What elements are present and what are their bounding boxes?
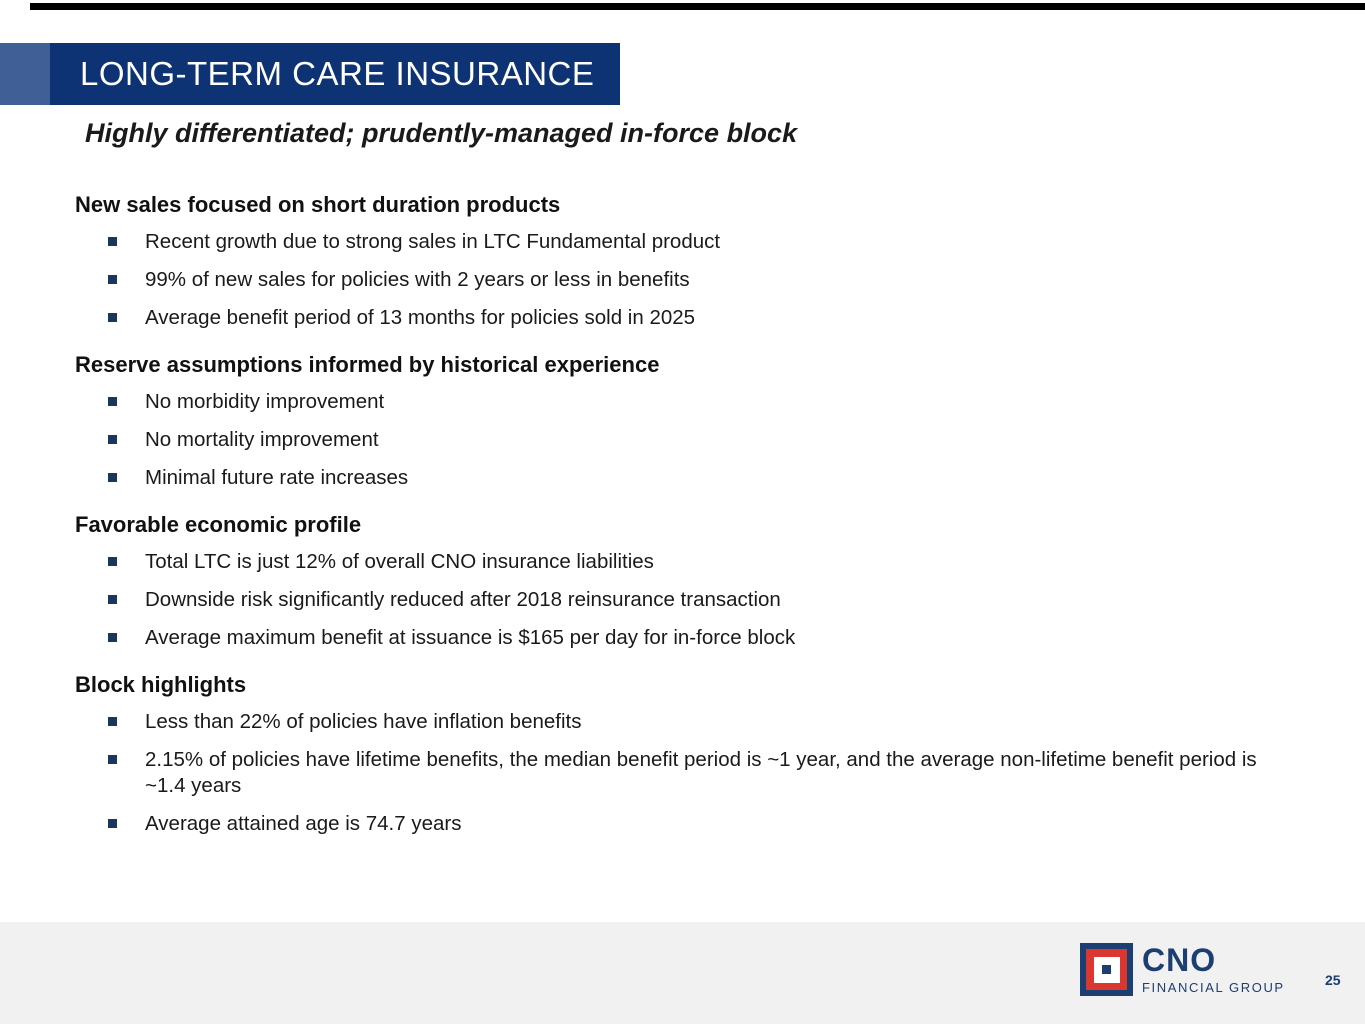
bullet-list: Recent growth due to strong sales in LTC… [75, 229, 1285, 331]
slide-subtitle: Highly differentiated; prudently-managed… [85, 118, 798, 148]
section-new-sales: New sales focused on short duration prod… [75, 192, 1285, 331]
bullet-text: Recent growth due to strong sales in LTC… [145, 230, 721, 253]
slide-footer: CNO FINANCIAL GROUP 25 [0, 922, 1365, 1024]
bullet-list: Total LTC is just 12% of overall CNO ins… [75, 549, 1285, 651]
logo-subtext: FINANCIAL GROUP [1142, 980, 1285, 995]
section-heading: New sales focused on short duration prod… [75, 192, 561, 217]
bullet-item: Total LTC is just 12% of overall CNO ins… [75, 549, 1285, 575]
section-heading: Favorable economic profile [75, 512, 362, 537]
square-bullet-icon [108, 397, 117, 406]
page-number: 25 [1325, 972, 1341, 988]
bullet-item: Average attained age is 74.7 years [75, 811, 1285, 837]
section-reserve-assumptions: Reserve assumptions informed by historic… [75, 352, 1285, 491]
title-banner: LONG-TERM CARE INSURANCE [0, 43, 660, 105]
bullet-item: No mortality improvement [75, 427, 1285, 453]
bullet-list: No morbidity improvement No mortality im… [75, 389, 1285, 491]
section-heading: Block highlights [75, 672, 247, 697]
square-bullet-icon [108, 237, 117, 246]
bullet-text: Average attained age is 74.7 years [145, 812, 462, 835]
bullet-item: 2.15% of policies have lifetime benefits… [75, 747, 1285, 799]
bullet-text: Less than 22% of policies have inflation… [145, 710, 582, 733]
bullet-text: Average maximum benefit at issuance is $… [145, 626, 796, 649]
bullet-item: Recent growth due to strong sales in LTC… [75, 229, 1285, 255]
square-bullet-icon [108, 275, 117, 284]
section-economic-profile: Favorable economic profile Total LTC is … [75, 512, 1285, 651]
section-heading: Reserve assumptions informed by historic… [75, 352, 660, 377]
bullet-text: Average benefit period of 13 months for … [145, 306, 696, 329]
bullet-text: No morbidity improvement [145, 390, 385, 413]
bullet-text: No mortality improvement [145, 428, 379, 451]
banner-accent-square [0, 43, 50, 105]
bullet-item: Downside risk significantly reduced afte… [75, 587, 1285, 613]
section-block-highlights: Block highlights Less than 22% of polici… [75, 672, 1285, 837]
cno-logo: CNO FINANCIAL GROUP [1080, 943, 1285, 996]
bullet-text: Minimal future rate increases [145, 466, 409, 489]
square-bullet-icon [108, 557, 117, 566]
square-bullet-icon [108, 717, 117, 726]
cno-logo-mark [1080, 943, 1133, 996]
square-bullet-icon [108, 473, 117, 482]
bullet-text: Downside risk significantly reduced afte… [145, 588, 781, 611]
slide-title: LONG-TERM CARE INSURANCE [80, 55, 595, 92]
square-bullet-icon [108, 435, 117, 444]
square-bullet-icon [108, 819, 117, 828]
square-bullet-icon [108, 595, 117, 604]
bullet-item: Average benefit period of 13 months for … [75, 305, 1285, 331]
banner-background: LONG-TERM CARE INSURANCE [50, 43, 620, 105]
bullet-item: 99% of new sales for policies with 2 yea… [75, 267, 1285, 293]
logo-name: CNO [1142, 942, 1217, 978]
bullet-text: 2.15% of policies have lifetime benefits… [145, 748, 1257, 797]
bullet-item: Average maximum benefit at issuance is $… [75, 625, 1285, 651]
square-bullet-icon [108, 755, 117, 764]
bullet-item: No morbidity improvement [75, 389, 1285, 415]
square-bullet-icon [108, 633, 117, 642]
top-accent-bar [30, 3, 1365, 10]
bullet-text: 99% of new sales for policies with 2 yea… [145, 268, 690, 291]
cno-wordmark: CNO FINANCIAL GROUP [1142, 943, 1285, 995]
bullet-item: Less than 22% of policies have inflation… [75, 709, 1285, 735]
slide-content: New sales focused on short duration prod… [75, 192, 1285, 858]
square-bullet-icon [108, 313, 117, 322]
bullet-item: Minimal future rate increases [75, 465, 1285, 491]
bullet-list: Less than 22% of policies have inflation… [75, 709, 1285, 837]
bullet-text: Total LTC is just 12% of overall CNO ins… [145, 550, 654, 573]
